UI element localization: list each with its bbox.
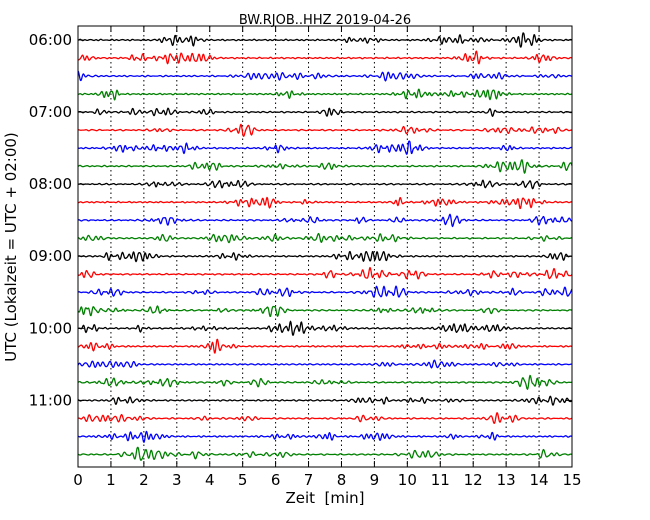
seismogram-trace [77,88,573,101]
seismogram-trace [77,374,573,390]
x-tick-label: 1 [106,471,116,489]
seismogram-trace [77,320,573,336]
seismogram-trace [77,395,573,406]
seismogram-trace [77,213,573,228]
y-axis-label: UTC (Lokalzeit = UTC + 02:00) [2,132,20,362]
seismogram-traces [77,32,573,461]
seismogram-trace [77,359,573,369]
seismogram-trace [77,196,573,210]
seismogram-trace [77,430,573,443]
plot-frame [77,25,573,468]
x-tick-label: 5 [238,471,248,489]
seismogram-trace [77,159,573,174]
x-tick-label: 2 [139,471,149,489]
y-tick-label: 09:00 [29,247,72,265]
x-tick-label: 0 [73,471,83,489]
x-tick-label: 15 [562,471,581,489]
seismogram-trace [77,179,573,190]
seismogram-trace [77,107,573,117]
x-tick-label: 12 [464,471,483,489]
seismogram-trace [77,446,573,461]
x-tick-label: 7 [304,471,314,489]
x-tick-labels: 0 1 2 3 4 5 6 7 8 9 10 11 12 13 14 15 [73,471,581,489]
y-tick-label: 06:00 [29,31,72,49]
chart-title: BW.RJOB..HHZ 2019-04-26 [239,13,411,28]
x-tick-label: 13 [497,471,516,489]
x-tick-label: 14 [530,471,549,489]
vertical-grid [110,26,540,467]
seismogram-trace [77,32,573,48]
x-tick-label: 10 [398,471,417,489]
x-tick-label: 3 [172,471,182,489]
seismogram-trace [77,140,573,155]
seismogram-trace [77,285,573,298]
seismogram-trace [77,250,573,263]
seismogram-trace [77,232,573,244]
y-tick-label: 11:00 [29,391,72,409]
seismogram-trace [77,412,573,424]
x-axis-label: Zeit [min] [285,489,364,507]
x-tick-label: 4 [205,471,215,489]
y-tick-label: 07:00 [29,103,72,121]
x-tick-label: 11 [431,471,450,489]
seismogram-trace [77,266,573,280]
x-tick-label: 9 [370,471,380,489]
x-tick-label: 8 [337,471,347,489]
y-tick-label: 10:00 [29,319,72,337]
y-tick-label: 08:00 [29,175,72,193]
seismogram-trace [77,338,573,354]
axis-ticks [77,26,573,467]
seismogram-trace [77,305,573,317]
seismogram-trace [77,123,573,137]
y-tick-labels: 06:00 07:00 08:00 09:00 10:00 11:00 [29,31,72,409]
seismogram-trace [77,70,573,82]
seismogram-trace [77,50,573,65]
x-tick-label: 6 [271,471,281,489]
